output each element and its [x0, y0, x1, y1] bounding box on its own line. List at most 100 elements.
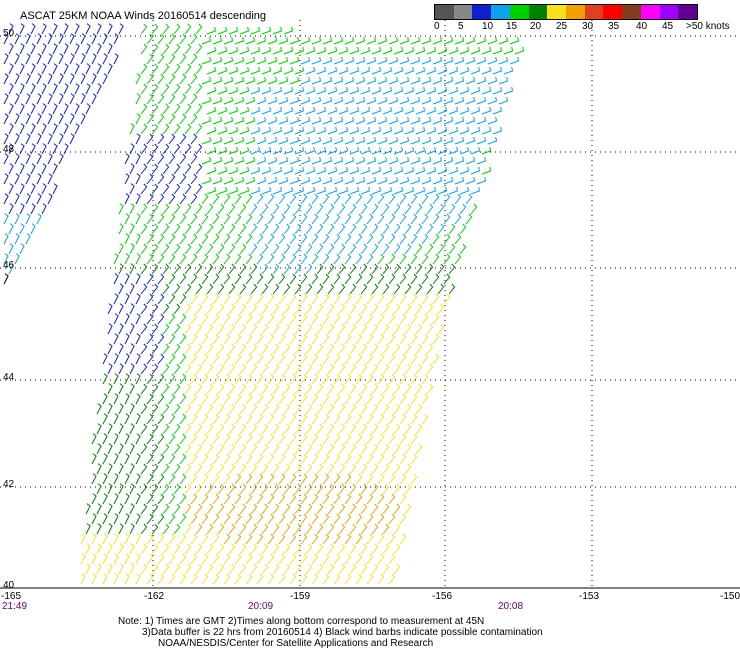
wind-barb — [14, 113, 20, 125]
wind-barb — [250, 46, 261, 55]
wind-barb — [294, 323, 302, 335]
wind-barb — [349, 223, 357, 235]
wind-barb — [19, 43, 25, 55]
wind-barb — [443, 76, 454, 85]
wind-barb — [157, 533, 165, 545]
wind-barb — [355, 493, 363, 505]
wind-barb — [415, 363, 423, 375]
wind-barb — [454, 156, 465, 165]
wind-barb — [322, 36, 333, 45]
wind-barb — [399, 453, 407, 465]
wind-barb — [349, 106, 360, 115]
wind-barb — [162, 83, 170, 95]
wind-barb — [316, 126, 327, 135]
wind-barb — [393, 343, 401, 355]
wind-barb — [206, 423, 214, 435]
wind-barb — [256, 293, 264, 305]
wind-barb — [107, 503, 113, 515]
map-grid — [0, 20, 740, 588]
wind-barb — [140, 163, 148, 175]
wind-barb — [322, 553, 330, 565]
wind-barb — [190, 253, 198, 265]
wind-barb — [465, 56, 476, 65]
wind-barb — [377, 116, 388, 125]
wind-barb — [360, 403, 368, 415]
wind-barb — [437, 166, 448, 175]
wind-barb — [146, 213, 154, 225]
wind-barb — [195, 363, 203, 375]
wind-barb — [239, 126, 250, 135]
wind-barb — [234, 213, 242, 225]
wind-barb — [338, 106, 349, 115]
wind-barb — [437, 323, 445, 335]
wind-barb — [256, 213, 264, 225]
wind-barb — [410, 156, 421, 165]
wind-barb — [195, 283, 203, 295]
wind-barb — [113, 273, 119, 285]
wind-barb — [250, 423, 258, 435]
wind-barb — [272, 523, 280, 535]
wind-barb — [234, 313, 242, 325]
wind-barb — [8, 63, 14, 75]
wind-barb — [212, 116, 223, 125]
wind-barb — [217, 106, 228, 115]
wind-barb — [272, 223, 280, 235]
footnotes: Note: 1) Times are GMT 2)Times along bot… — [118, 616, 638, 649]
wind-barb — [151, 143, 159, 155]
wind-barb — [52, 63, 58, 75]
wind-barb — [212, 553, 220, 565]
wind-barb — [316, 483, 324, 495]
wind-barb — [399, 513, 407, 525]
wind-barb — [371, 303, 379, 315]
wind-barb — [256, 96, 267, 105]
wind-barb — [272, 166, 283, 175]
wind-barb — [91, 553, 97, 565]
wind-barb — [316, 243, 324, 255]
wind-barb — [360, 563, 368, 575]
wind-barb — [267, 513, 275, 525]
wind-barb — [234, 136, 245, 145]
wind-barb — [355, 553, 363, 565]
wind-barb — [509, 56, 520, 65]
wind-barb — [465, 76, 476, 85]
wind-barb — [245, 273, 253, 285]
wind-barb — [146, 453, 154, 465]
legend-swatch — [509, 5, 529, 19]
wind-barb — [267, 36, 278, 45]
wind-barb — [212, 233, 220, 245]
wind-barb — [63, 43, 69, 55]
wind-barb — [135, 393, 141, 405]
wind-barb — [135, 73, 141, 85]
wind-barb — [228, 166, 239, 175]
wind-barb — [366, 473, 374, 485]
wind-barb — [157, 433, 165, 445]
wind-barb — [432, 36, 443, 45]
wind-barb — [305, 483, 313, 495]
wind-barb — [300, 96, 311, 105]
wind-barb — [366, 56, 377, 65]
legend-swatch — [640, 5, 660, 19]
wind-barb — [316, 166, 327, 175]
wind-barb — [47, 173, 53, 185]
wind-barb — [371, 66, 382, 75]
wind-barb — [239, 463, 247, 475]
wind-barb — [118, 203, 124, 215]
wind-barb — [283, 263, 291, 275]
wind-barb — [344, 373, 352, 385]
wind-barb — [184, 183, 192, 195]
wind-barb — [96, 503, 102, 515]
wind-barb — [399, 433, 407, 445]
wind-barb — [124, 413, 130, 425]
legend-swatch — [435, 5, 454, 19]
wind-barb — [289, 56, 300, 65]
wind-barb — [129, 383, 135, 395]
wind-barb — [96, 423, 102, 435]
wind-barb — [157, 233, 165, 245]
wind-barb — [454, 136, 465, 145]
wind-barb — [146, 253, 154, 265]
wind-barb — [338, 323, 346, 335]
wind-barb — [355, 293, 363, 305]
wind-barb — [421, 76, 432, 85]
wind-barb — [415, 423, 423, 435]
wind-barb — [459, 126, 470, 135]
